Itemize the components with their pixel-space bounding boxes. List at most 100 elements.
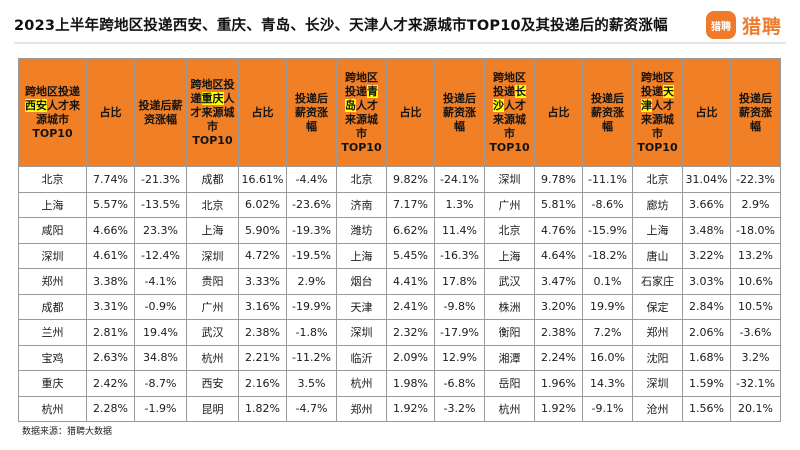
share-cell: 4.72%	[238, 242, 287, 269]
city-cell: 广州	[484, 191, 535, 218]
header-source-city-青岛: 跨地区投递青岛人才来源城市TOP10	[336, 58, 387, 167]
share-cell: 2.21%	[238, 344, 287, 371]
city-cell: 保定	[632, 293, 683, 320]
share-cell: 1.96%	[534, 370, 583, 397]
share-cell: 3.33%	[238, 268, 287, 295]
share-cell: 3.20%	[534, 293, 583, 320]
city-cell: 昆明	[186, 395, 239, 422]
salary-change-cell: 1.3%	[434, 191, 485, 218]
share-cell: 2.41%	[386, 293, 435, 320]
salary-change-cell: 3.2%	[730, 344, 781, 371]
page-title: 2023上半年跨地区投递西安、重庆、青岛、长沙、天津人才来源城市TOP10及其投…	[14, 18, 668, 34]
header-source-city-天津: 跨地区投递天津人才来源城市TOP10	[632, 58, 683, 167]
salary-change-cell: -9.8%	[434, 293, 485, 320]
share-cell: 2.24%	[534, 344, 583, 371]
header-text-pre: 跨地区投递	[345, 70, 378, 98]
share-cell: 4.61%	[86, 242, 135, 269]
salary-change-cell: -9.1%	[582, 395, 633, 422]
share-cell: 3.16%	[238, 293, 287, 320]
city-cell: 杭州	[484, 395, 535, 422]
table-row: 重庆 2.42% -8.7% 西安 2.16% 3.5% 杭州 1.98% -6.8% 岳阳 1.9…	[18, 370, 781, 397]
table-row: 深圳 4.61% -12.4% 深圳 4.72% -19.5% 上海 5.45% -16.3% 上…	[18, 242, 781, 269]
share-cell: 2.09%	[386, 344, 435, 371]
city-cell: 北京	[336, 166, 387, 193]
header-share: 占比	[238, 58, 287, 167]
logo-badge-icon: 猎聘	[705, 11, 736, 39]
share-cell: 4.66%	[86, 217, 135, 244]
salary-change-cell: -22.3%	[730, 166, 781, 193]
city-cell: 重庆	[18, 370, 87, 397]
salary-change-cell: 10.5%	[730, 293, 781, 320]
share-cell: 2.81%	[86, 319, 135, 346]
salary-change-cell: -4.1%	[134, 268, 187, 295]
city-cell: 上海	[18, 191, 87, 218]
table-row: 咸阳 4.66% 23.3% 上海 5.90% -19.3% 潍坊 6.62% 11.4% 北京 4…	[18, 217, 781, 244]
city-cell: 株洲	[484, 293, 535, 320]
city-cell: 湘潭	[484, 344, 535, 371]
city-cell: 北京	[484, 217, 535, 244]
city-cell: 成都	[186, 166, 239, 193]
header-salary-change: 投递后薪资涨幅	[582, 58, 633, 167]
salary-change-cell: -21.3%	[134, 166, 187, 193]
share-cell: 1.92%	[386, 395, 435, 422]
salary-change-cell: 7.2%	[582, 319, 633, 346]
salary-change-cell: -8.6%	[582, 191, 633, 218]
share-cell: 7.17%	[386, 191, 435, 218]
table-row: 郑州 3.38% -4.1% 贵阳 3.33% 2.9% 烟台 4.41% 17.8% 武汉 3.4…	[18, 268, 781, 295]
share-cell: 5.90%	[238, 217, 287, 244]
city-cell: 广州	[186, 293, 239, 320]
salary-change-cell: 19.4%	[134, 319, 187, 346]
salary-change-cell: -15.9%	[582, 217, 633, 244]
salary-change-cell: -24.1%	[434, 166, 485, 193]
header-highlight-city: 重庆	[201, 91, 224, 105]
share-cell: 6.62%	[386, 217, 435, 244]
city-cell: 兰州	[18, 319, 87, 346]
salary-change-cell: 12.9%	[434, 344, 485, 371]
table-row: 兰州 2.81% 19.4% 武汉 2.38% -1.8% 深圳 2.32% -17.9% 衡阳 2…	[18, 319, 781, 346]
header-text-post: 人才来源城市TOP10	[190, 91, 235, 147]
salary-change-cell: 20.1%	[730, 395, 781, 422]
table-row: 上海 5.57% -13.5% 北京 6.02% -23.6% 济南 7.17% 1.3% 广州 5…	[18, 191, 781, 218]
city-cell: 郑州	[18, 268, 87, 295]
share-cell: 2.38%	[238, 319, 287, 346]
logo-text: 猎聘	[741, 15, 782, 38]
liepin-logo: 猎聘 猎聘	[705, 10, 782, 40]
header-text-pre: 跨地区投递	[190, 77, 235, 105]
header-text-pre: 跨地区投递	[641, 70, 674, 98]
city-cell: 深圳	[336, 319, 387, 346]
data-source-note: 数据来源：猎聘大数据	[22, 427, 113, 437]
header-share: 占比	[86, 58, 135, 167]
city-cell: 武汉	[186, 319, 239, 346]
table-row: 杭州 2.28% -1.9% 昆明 1.82% -4.7% 郑州 1.92% -3.2% 杭州 1.…	[18, 395, 781, 422]
city-cell: 沈阳	[632, 344, 683, 371]
salary-change-cell: -1.9%	[134, 395, 187, 422]
share-cell: 5.57%	[86, 191, 135, 218]
header-salary-change: 投递后薪资涨幅	[286, 58, 337, 167]
city-cell: 烟台	[336, 268, 387, 295]
header-source-city-重庆: 跨地区投递重庆人才来源城市TOP10	[186, 58, 239, 167]
share-cell: 2.38%	[534, 319, 583, 346]
salary-change-cell: 23.3%	[134, 217, 187, 244]
city-cell: 衡阳	[484, 319, 535, 346]
share-cell: 1.56%	[682, 395, 731, 422]
share-cell: 1.98%	[386, 370, 435, 397]
city-cell: 沧州	[632, 395, 683, 422]
city-cell: 石家庄	[632, 268, 683, 295]
header-share: 占比	[682, 58, 731, 167]
share-cell: 5.81%	[534, 191, 583, 218]
city-cell: 宝鸡	[18, 344, 87, 371]
salary-change-cell: -19.5%	[286, 242, 337, 269]
share-cell: 2.16%	[238, 370, 287, 397]
salary-change-cell: -18.0%	[730, 217, 781, 244]
city-cell: 郑州	[336, 395, 387, 422]
city-cell: 郑州	[632, 319, 683, 346]
city-cell: 杭州	[18, 395, 87, 422]
salary-change-cell: 2.9%	[286, 268, 337, 295]
city-cell: 北京	[186, 191, 239, 218]
city-cell: 岳阳	[484, 370, 535, 397]
share-cell: 1.68%	[682, 344, 731, 371]
share-cell: 2.84%	[682, 293, 731, 320]
header-share: 占比	[534, 58, 583, 167]
salary-change-cell: -16.3%	[434, 242, 485, 269]
header-text-post: 人才来源城市TOP10	[637, 98, 678, 154]
